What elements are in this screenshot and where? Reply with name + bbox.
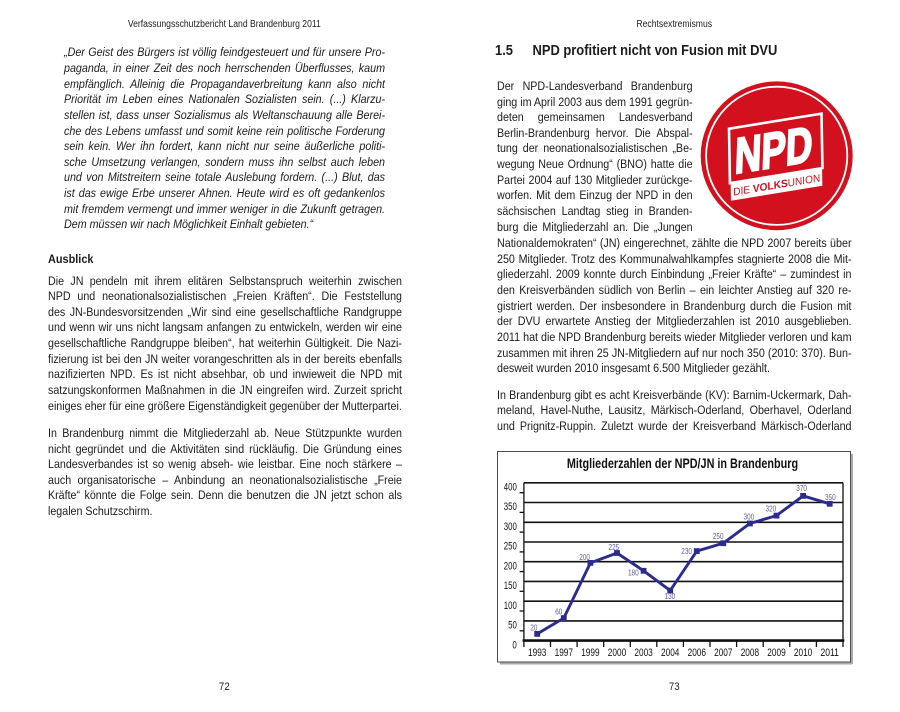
svg-text:250: 250 [713, 531, 724, 541]
svg-text:1993: 1993 [528, 647, 546, 659]
svg-text:200: 200 [579, 552, 590, 562]
svg-text:300: 300 [504, 521, 517, 533]
svg-text:2011: 2011 [821, 647, 839, 659]
svg-text:350: 350 [504, 501, 517, 513]
svg-text:2006: 2006 [688, 647, 706, 659]
svg-text:2004: 2004 [661, 647, 679, 659]
svg-text:225: 225 [609, 542, 620, 552]
svg-text:320: 320 [766, 504, 777, 514]
svg-text:370: 370 [796, 483, 807, 493]
svg-text:20: 20 [530, 622, 537, 632]
svg-text:2008: 2008 [741, 647, 759, 659]
svg-text:180: 180 [628, 568, 639, 578]
svg-text:300: 300 [744, 512, 755, 522]
svg-text:200: 200 [504, 560, 517, 572]
svg-text:150: 150 [504, 580, 517, 592]
svg-text:250: 250 [504, 541, 517, 553]
svg-text:230: 230 [681, 546, 692, 556]
svg-text:Mitgliederzahlen der NPD/JN in: Mitgliederzahlen der NPD/JN in Brandenbu… [567, 455, 798, 471]
svg-text:350: 350 [825, 492, 836, 502]
svg-text:0: 0 [512, 639, 516, 651]
svg-text:50: 50 [508, 620, 517, 632]
svg-text:2003: 2003 [634, 647, 652, 659]
svg-text:60: 60 [555, 606, 562, 616]
svg-text:2010: 2010 [794, 647, 812, 659]
svg-text:2007: 2007 [714, 647, 732, 659]
svg-text:130: 130 [665, 591, 676, 601]
svg-text:400: 400 [504, 482, 517, 494]
svg-text:2000: 2000 [608, 647, 626, 659]
svg-text:2009: 2009 [767, 647, 785, 659]
svg-text:100: 100 [504, 600, 517, 612]
svg-text:1997: 1997 [555, 647, 573, 659]
svg-text:1999: 1999 [581, 647, 599, 659]
